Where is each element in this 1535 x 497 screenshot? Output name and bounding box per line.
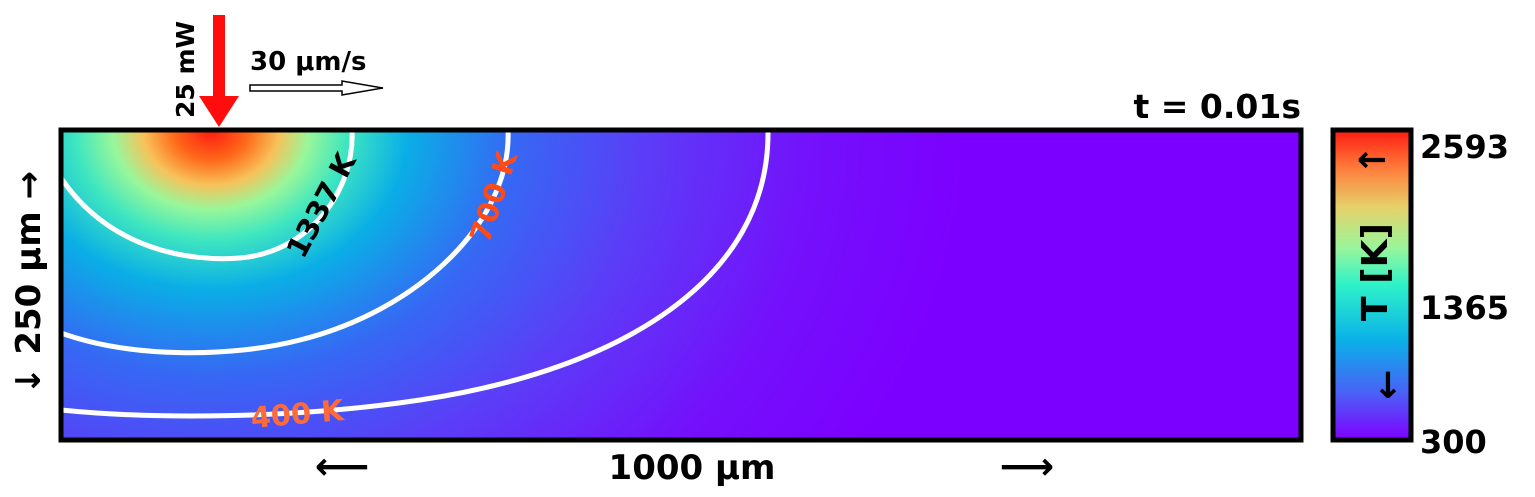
contour-line-700k (61, 130, 511, 356)
contour-line-1337k (61, 130, 355, 262)
time-label: t = 0.01s (1134, 87, 1301, 126)
colorbar (1330, 127, 1414, 443)
scan-direction-arrow-icon (249, 80, 384, 96)
y-axis-label: ↓ 250 μm → (9, 171, 49, 395)
plot-frame (58, 127, 1304, 443)
x-arrow-left-icon: ⟵ (315, 444, 369, 488)
colorbar-arrow-down-icon: ↓ (1373, 366, 1403, 407)
x-axis-label: 1000 μm (609, 448, 776, 488)
contour-label-400k: 400 K (249, 393, 346, 435)
laser-power-label: 25 mW (171, 21, 200, 118)
contour-line-400k (61, 130, 771, 419)
colorbar-label: T [K] (1355, 223, 1396, 321)
x-arrow-right-icon: ⟶ (1000, 444, 1054, 488)
scan-speed-label: 30 μm/s (250, 47, 366, 77)
colorbar-tick-max: 2593 (1420, 128, 1509, 166)
colorbar-tick-min: 300 (1420, 423, 1487, 461)
laser-arrow-icon (199, 15, 239, 127)
colorbar-arrow-up-icon: ↑ (1353, 145, 1394, 175)
temperature-field (61, 130, 1301, 440)
colorbar-tick-mid: 1365 (1420, 289, 1509, 327)
